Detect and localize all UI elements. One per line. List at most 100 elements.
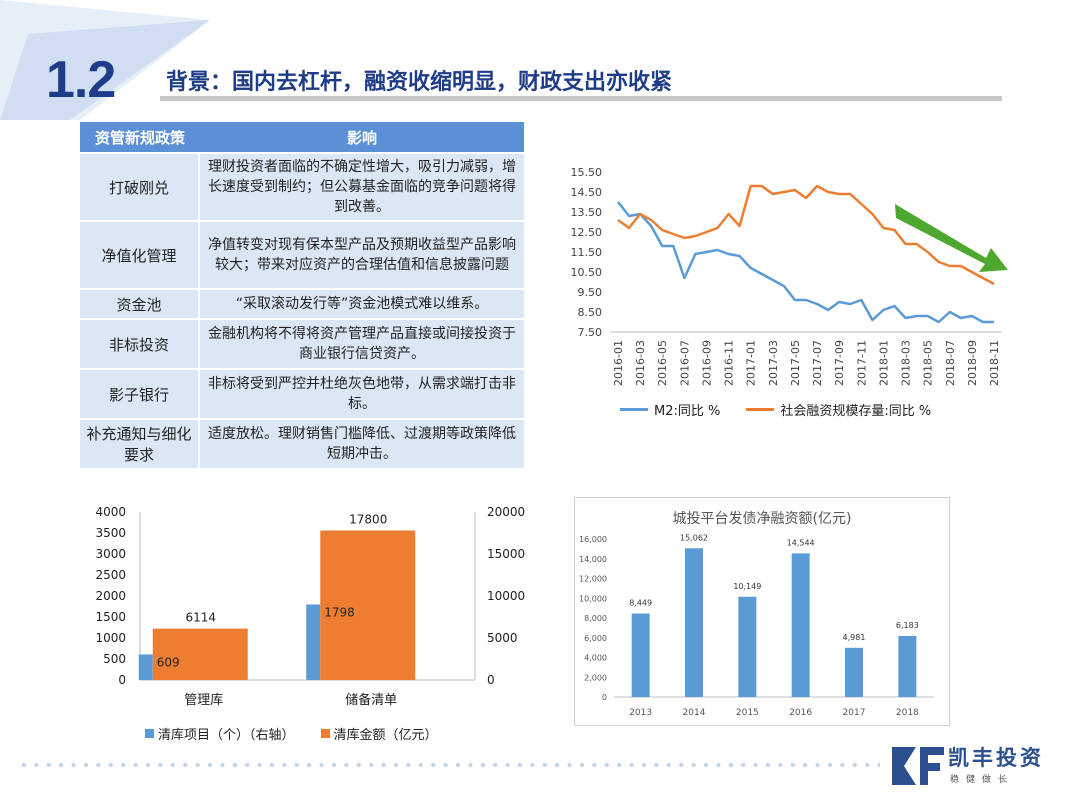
divider-dot <box>96 762 101 768</box>
bar-mark <box>791 553 810 697</box>
left-y-tick-label: 3500 <box>95 526 126 540</box>
series-line <box>617 184 995 286</box>
divider-dot <box>59 762 64 768</box>
divider-dot <box>592 762 597 768</box>
title-divider <box>160 96 1002 101</box>
table-row: 补充通知与细化要求 适度放松。理财销售门槛降低、过渡期等政策降低短期冲击。 <box>80 420 524 468</box>
data-label: 14,544 <box>787 538 815 547</box>
divider-dot <box>319 762 324 768</box>
divider-dot <box>232 762 237 768</box>
divider-dot <box>121 762 126 768</box>
legend-label: 清库项目（个）（右轴） <box>158 728 295 743</box>
footer-dot-divider <box>21 762 880 768</box>
y-tick-label: 14.50 <box>571 186 603 199</box>
divider-dot <box>468 762 473 768</box>
right-y-tick-label: 10000 <box>487 589 525 603</box>
corner-decoration <box>0 0 210 120</box>
data-label: 17800 <box>349 512 387 526</box>
divider-dot <box>641 762 647 768</box>
divider-dot <box>307 762 312 768</box>
company-tagline: 稳健做长 <box>950 775 1015 785</box>
divider-dot <box>331 762 337 768</box>
divider-dot <box>852 762 857 768</box>
bar-mark <box>152 628 248 680</box>
impact-cell: “采取滚动发行等”资金池模式难以维系。 <box>200 290 524 318</box>
legend-item: M2:同比 % <box>620 400 720 419</box>
y-tick-label: 15.50 <box>571 166 603 179</box>
table-row: 资金池 “采取滚动发行等”资金池模式难以维系。 <box>80 290 524 318</box>
left-y-tick-label: 2500 <box>95 568 126 582</box>
divider-dot <box>505 762 510 768</box>
divider-dot <box>443 762 448 768</box>
impact-cell: 非标将受到严控并杜绝灰色地带，从需求端打击非标。 <box>200 370 524 418</box>
bar-mark <box>306 604 321 680</box>
divider-dot <box>282 762 287 768</box>
divider-dot <box>195 762 200 768</box>
divider-dot <box>567 762 572 768</box>
divider-dot <box>815 762 820 768</box>
combo-chart: 4000350030002500200015001000500020000150… <box>95 505 525 708</box>
left-y-tick-label: 0 <box>118 673 126 687</box>
bar-mark <box>845 647 863 697</box>
y-tick-label: 2,000 <box>584 673 607 682</box>
y-tick-label: 12,000 <box>579 575 607 584</box>
divider-dot <box>691 762 696 768</box>
right-y-tick-label: 20000 <box>487 505 525 519</box>
y-tick-label: 8.50 <box>578 306 603 319</box>
x-tick-label: 2018-01 <box>877 340 890 386</box>
x-category-label: 2018 <box>896 708 919 718</box>
divider-dot <box>344 762 349 768</box>
y-tick-label: 0 <box>602 693 607 702</box>
right-y-tick-label: 5000 <box>487 631 518 645</box>
legend-swatch <box>746 408 775 411</box>
divider-dot <box>480 762 485 768</box>
x-category-label: 储备清单 <box>345 692 397 708</box>
divider-dot <box>604 762 609 768</box>
divider-dot <box>827 762 833 768</box>
x-category-label: 2013 <box>629 708 652 718</box>
divider-dot <box>778 762 783 768</box>
right-y-tick-label: 0 <box>487 673 495 687</box>
x-tick-label: 2017-09 <box>833 340 846 386</box>
company-name: 凯丰投资 <box>948 746 1044 770</box>
left-y-tick-label: 1000 <box>95 631 126 645</box>
y-tick-label: 10.50 <box>571 266 603 279</box>
right-y-tick-label: 15000 <box>487 547 525 561</box>
divider-dot <box>877 762 880 768</box>
x-category-label: 2017 <box>843 708 866 718</box>
legend-label: 清库金额（亿元） <box>333 728 438 743</box>
data-label: 15,062 <box>680 533 708 542</box>
policy-cell: 补充通知与细化要求 <box>80 420 200 468</box>
left-y-tick-label: 500 <box>103 652 126 666</box>
impact-cell: 适度放松。理财销售门槛降低、过渡期等政策降低短期冲击。 <box>200 420 524 468</box>
data-label: 4,981 <box>843 633 866 642</box>
divider-dot <box>790 762 795 768</box>
bar-mark <box>138 654 153 680</box>
y-tick-label: 11.50 <box>571 246 603 259</box>
divider-dot <box>83 762 89 768</box>
divider-dot <box>741 762 746 768</box>
impact-cell: 净值转变对现有保本型产品及预期收益型产品影响较大；带来对应资产的合理估值和信息披… <box>200 222 524 288</box>
divider-dot <box>431 762 436 768</box>
divider-dot <box>703 762 709 768</box>
data-label: 6114 <box>185 611 216 625</box>
x-tick-label: 2017-11 <box>855 340 868 386</box>
bar-mark <box>320 530 416 680</box>
divider-dot <box>133 762 138 768</box>
divider-dot <box>220 762 225 768</box>
x-category-label: 2016 <box>789 708 812 718</box>
section-number: 1.2 <box>46 51 116 109</box>
divider-dot <box>418 762 423 768</box>
divider-dot <box>245 762 250 768</box>
divider-dot <box>158 762 163 768</box>
data-label: 8,449 <box>629 599 652 608</box>
divider-dot <box>517 762 523 768</box>
divider-dot <box>542 762 547 768</box>
x-tick-label: 2016-09 <box>700 340 713 386</box>
policy-table: 资管新规政策 影响 打破刚兑 理财投资者面临的不确定性增大，吸引力减弱，增长速度… <box>80 120 524 470</box>
left-y-tick-label: 4000 <box>95 505 126 519</box>
divider-dot <box>455 762 461 768</box>
data-label: 1798 <box>324 605 355 619</box>
x-tick-label: 2017-01 <box>745 340 758 386</box>
divider-dot <box>356 762 361 768</box>
